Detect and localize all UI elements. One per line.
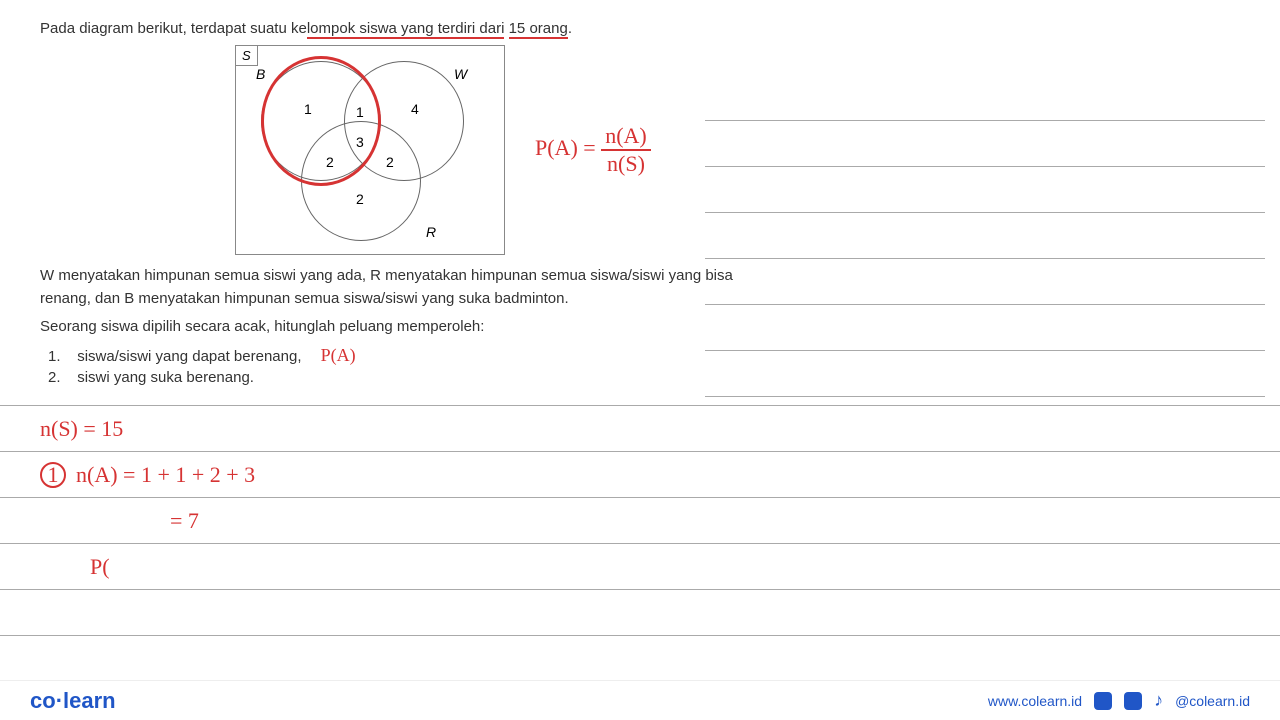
venn-diagram: S B W R 1 1 4 3 2 2 2 [235,45,505,255]
logo: co·learn [30,688,116,714]
highlight-circle-b [261,56,381,186]
formula-numerator: n(A) [601,123,651,151]
work-area: n(S) = 15 1 n(A) = 1 + 1 + 2 + 3 = 7 P( [0,405,1280,681]
description-line1: W menyatakan himpunan semua siswi yang a… [40,265,740,310]
region-center: 3 [356,134,364,150]
work-line-5 [0,589,1280,635]
rule-line [705,75,1265,121]
intro-before: Pada diagram berikut, terdapat suatu ke [40,20,307,37]
work-na: n(A) = 1 + 1 + 2 + 3 [76,462,255,488]
q1-text: siswa/siswi yang dapat berenang, [77,348,301,365]
region-b-only: 1 [304,101,312,117]
footer-handle: @colearn.id [1175,693,1250,709]
rule-line [705,305,1265,351]
work-line-1: n(S) = 15 [0,405,1280,451]
intro-after: . [568,20,572,37]
logo-learn: learn [63,688,116,713]
q2-text: siswi yang suka berenang. [77,369,254,386]
rule-line [705,259,1265,305]
q1-annotation: P(A) [321,345,356,365]
footer-url: www.colearn.id [988,693,1082,709]
work-circled-1: 1 [40,462,66,488]
q1-num: 1. [48,348,61,365]
description-line2: Seorang siswa dipilih secara acak, hitun… [40,316,740,339]
formula-annotation: P(A) = n(A) n(S) [535,123,651,177]
region-bw: 1 [356,104,364,120]
b-label: B [256,66,265,82]
region-br: 2 [326,154,334,170]
region-r-only: 2 [356,191,364,207]
q2-num: 2. [48,369,61,386]
instagram-icon [1124,692,1142,710]
r-label: R [426,224,436,240]
s-label: S [236,46,258,66]
w-label: W [454,66,467,82]
footer: co·learn www.colearn.id ♪ @colearn.id [0,680,1280,720]
formula-denominator: n(S) [601,151,651,177]
region-w-only: 4 [411,101,419,117]
intro-underline1: lompok siswa yang terdiri dari [307,20,505,39]
ruled-lines-right [705,75,1265,397]
work-partial: P( [90,554,110,580]
work-line-4: P( [0,543,1280,589]
tiktok-icon: ♪ [1154,690,1163,711]
work-line-3: = 7 [0,497,1280,543]
facebook-icon [1094,692,1112,710]
intro-text: Pada diagram berikut, terdapat suatu kel… [40,20,1240,37]
rule-line [705,351,1265,397]
rule-line [705,167,1265,213]
rule-line [705,121,1265,167]
logo-co: co [30,688,56,713]
footer-right: www.colearn.id ♪ @colearn.id [988,690,1250,711]
rule-line [705,213,1265,259]
intro-underline2: 15 orang [509,20,568,39]
formula-lhs: P(A) = [535,135,596,160]
work-result: = 7 [170,508,199,534]
region-wr: 2 [386,154,394,170]
work-line-6 [0,635,1280,681]
work-ns: n(S) = 15 [40,416,123,442]
work-line-2: 1 n(A) = 1 + 1 + 2 + 3 [0,451,1280,497]
